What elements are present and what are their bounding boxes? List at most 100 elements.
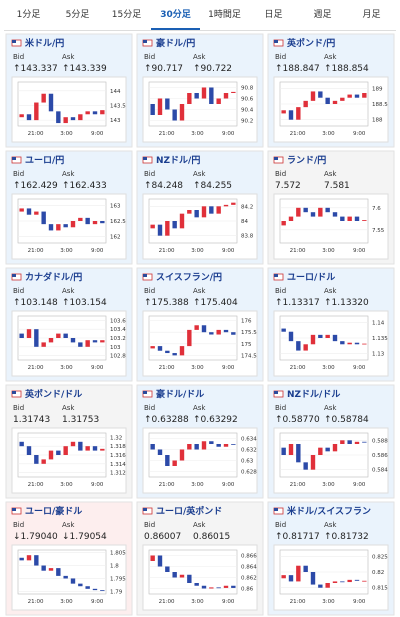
candle [223, 444, 229, 447]
tab[interactable]: 週足 [313, 10, 332, 20]
y-tick-label: 1.805 [110, 551, 126, 557]
bid-label: Bid [13, 53, 24, 61]
candle [310, 572, 316, 585]
candle [325, 334, 330, 338]
bid-value: ↑188.847 [275, 64, 320, 74]
y-tick-label: 90.4 [241, 108, 254, 114]
x-tick-label: 21:00 [290, 482, 306, 488]
candle [362, 580, 367, 582]
bid-value: 1.31743 [13, 415, 50, 425]
ask-label: Ask [193, 404, 206, 412]
candle [41, 211, 46, 225]
ask-value: ↑143.339 [62, 64, 107, 74]
candle [281, 221, 286, 226]
y-tick-label: 0.815 [372, 586, 388, 592]
candle [340, 216, 345, 221]
plot-area [148, 315, 238, 361]
candle [172, 460, 177, 466]
y-tick-label: 103 [110, 345, 121, 351]
tab[interactable]: 30分足 [151, 4, 200, 30]
pair-name: 米ドル/スイスフラン [286, 505, 371, 517]
flag-icon-part [274, 157, 278, 160]
x-tick-label: 9:00 [353, 248, 366, 254]
candle [150, 104, 155, 115]
ask-value: ↑0.58784 [324, 415, 369, 425]
x-tick-label: 9:00 [91, 365, 104, 371]
x-tick-label: 21:00 [290, 599, 306, 605]
candle [325, 447, 330, 452]
candle [26, 114, 32, 121]
y-tick-label: 0.866 [241, 554, 257, 560]
bid-value: ↓1.79040 [13, 532, 58, 542]
candle [150, 224, 155, 229]
flag-icon-part [12, 274, 16, 277]
tab[interactable]: 日足 [264, 10, 283, 20]
candle [92, 111, 98, 115]
candle [296, 341, 301, 351]
candle [354, 216, 360, 221]
candle [179, 449, 185, 461]
y-tick-label: 0.862 [241, 576, 257, 582]
x-tick-label: 3:00 [191, 248, 204, 254]
tab[interactable]: 1分足 [16, 10, 41, 20]
bid-value: ↑175.388 [144, 298, 189, 308]
x-tick-label: 3:00 [60, 482, 73, 488]
bid-label: Bid [275, 404, 286, 412]
bid-label: Bid [275, 170, 286, 178]
x-tick-label: 3:00 [191, 482, 204, 488]
bid-label: Bid [144, 53, 155, 61]
candle [165, 98, 170, 110]
x-tick-label: 3:00 [191, 365, 204, 371]
candle [288, 575, 294, 582]
tab[interactable]: 5分足 [65, 10, 90, 20]
x-tick-label: 9:00 [222, 248, 235, 254]
candle [216, 329, 221, 335]
y-tick-label: 0.86 [241, 587, 254, 593]
candle [34, 102, 39, 121]
pair-name: ユーロ/円 [25, 155, 64, 166]
ask-value: ↑188.854 [324, 64, 369, 74]
pair-name: ユーロ/ドル [287, 272, 335, 283]
candle [56, 333, 61, 338]
candle [340, 97, 345, 101]
flag-icon-part [274, 274, 278, 277]
candle [362, 93, 367, 98]
flag-icon-part [12, 391, 16, 394]
tab[interactable]: 15分足 [111, 10, 142, 20]
plot-area [148, 81, 238, 127]
candle [223, 204, 229, 207]
candle [347, 94, 352, 98]
x-tick-label: 3:00 [322, 482, 335, 488]
y-tick-label: 1.13 [372, 352, 385, 358]
bid-value: 7.572 [275, 181, 301, 191]
y-tick-label: 1.135 [372, 336, 388, 342]
tab[interactable]: 月足 [362, 10, 381, 20]
candle [288, 110, 294, 120]
y-tick-label: 175.5 [241, 330, 257, 336]
candle [296, 444, 301, 463]
candle [187, 210, 192, 214]
x-tick-label: 9:00 [91, 131, 104, 137]
candle [216, 206, 221, 214]
pair-name: 英ポンド/円 [286, 37, 335, 49]
x-tick-label: 21:00 [28, 131, 44, 137]
ask-label: Ask [62, 404, 75, 412]
candle [41, 565, 46, 571]
y-tick-label: 0.628 [241, 470, 257, 476]
candle [187, 444, 192, 450]
y-tick-label: 1.79 [110, 589, 123, 595]
ask-value: 0.86015 [193, 532, 230, 542]
candle [281, 110, 286, 114]
y-tick-label: 143.5 [110, 103, 126, 109]
tab[interactable]: 1時間足 [208, 10, 241, 20]
candle [332, 581, 338, 583]
y-tick-label: 1.318 [110, 444, 126, 450]
candle [157, 346, 163, 351]
chart-box [273, 193, 389, 260]
y-tick-label: 189 [372, 86, 383, 92]
pair-name: 豪ドル/円 [156, 37, 195, 49]
candle [56, 568, 61, 576]
y-tick-label: 0.63 [241, 459, 254, 465]
y-tick-label: 102.8 [110, 354, 126, 360]
candle [78, 342, 83, 347]
